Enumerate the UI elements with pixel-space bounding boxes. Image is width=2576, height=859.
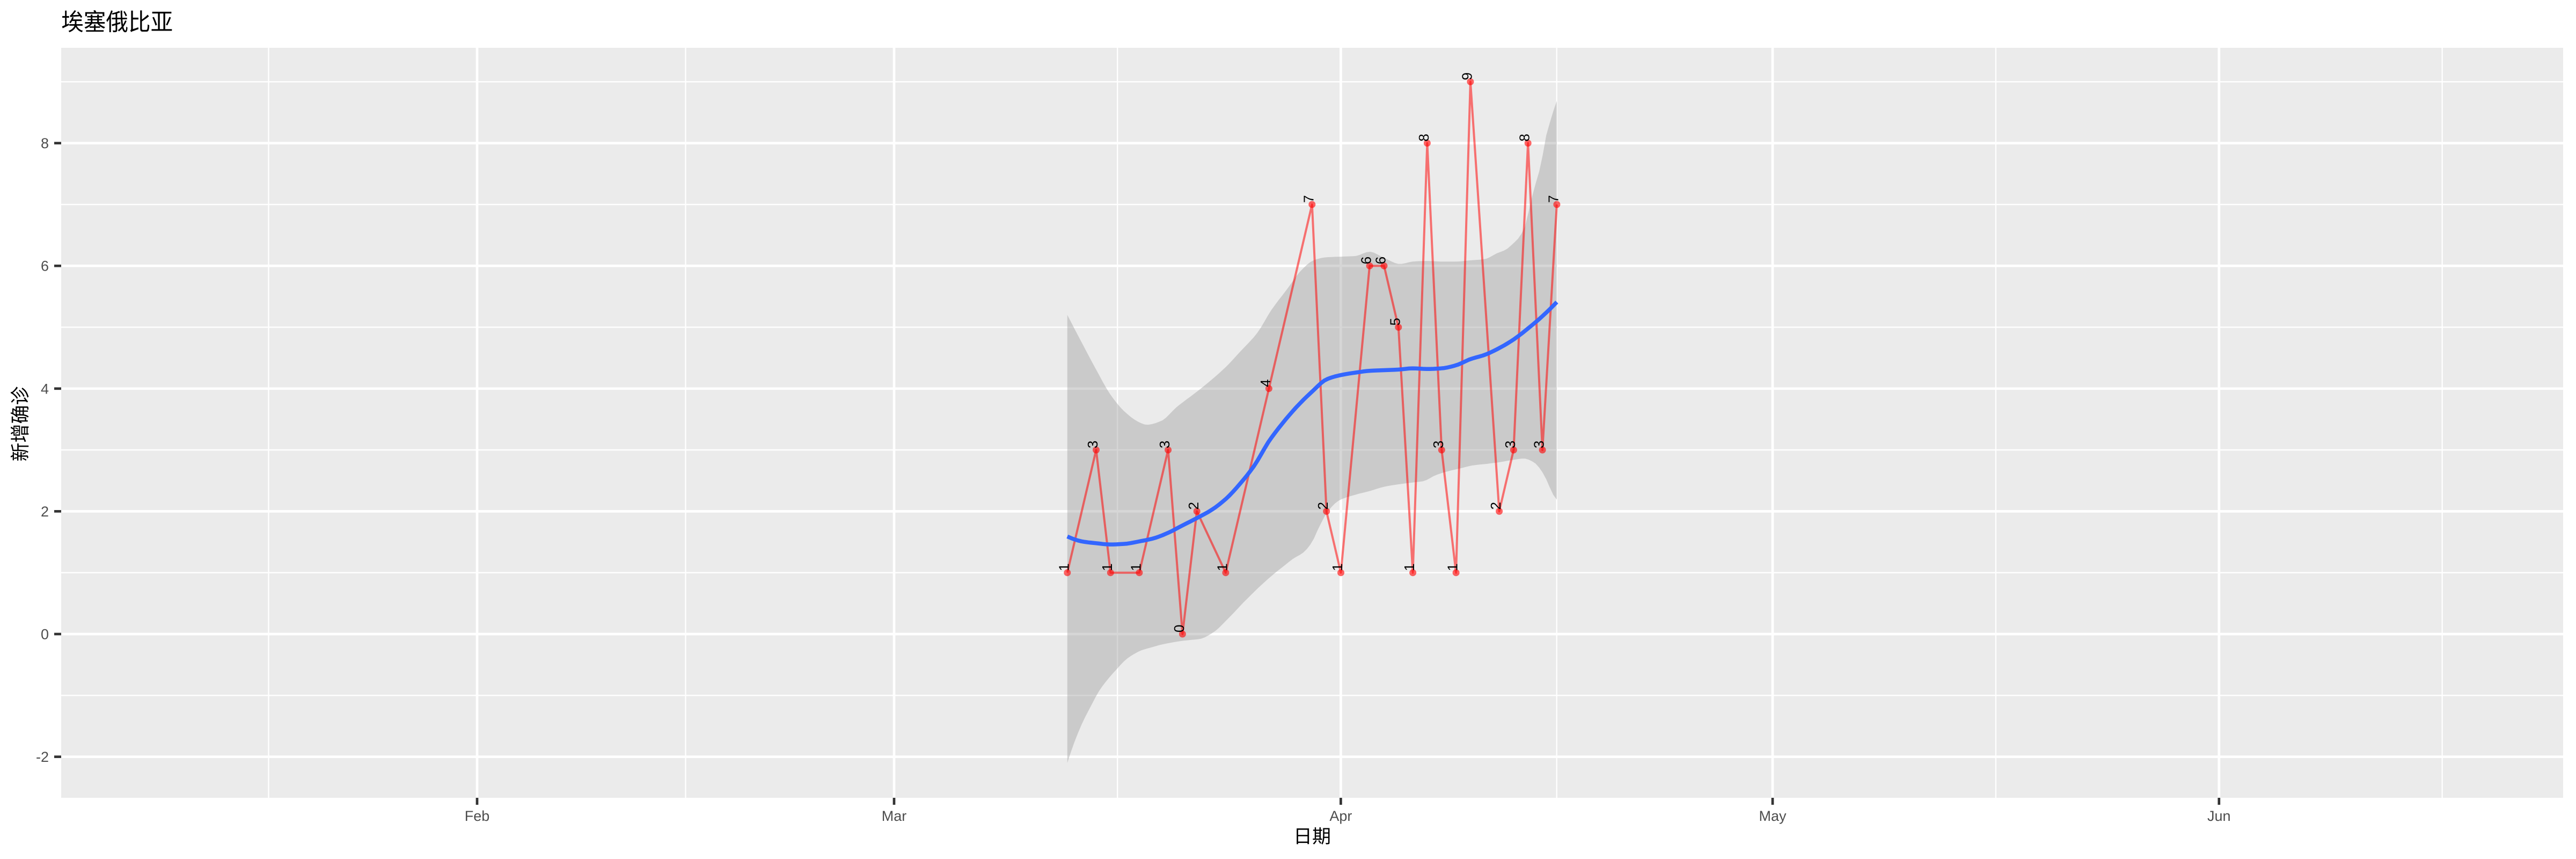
svg-text:2: 2: [1488, 502, 1504, 509]
svg-text:1: 1: [1329, 563, 1345, 571]
svg-text:1: 1: [1128, 563, 1144, 571]
svg-text:5: 5: [1387, 318, 1403, 325]
svg-text:3: 3: [1430, 441, 1446, 448]
svg-text:7: 7: [1300, 195, 1316, 202]
svg-text:2: 2: [1185, 502, 1202, 509]
svg-text:1: 1: [1056, 563, 1072, 571]
svg-text:6: 6: [41, 258, 49, 274]
svg-text:Jun: Jun: [2207, 808, 2231, 824]
svg-text:1: 1: [1214, 563, 1230, 571]
svg-text:8: 8: [41, 135, 49, 151]
svg-text:0: 0: [1171, 625, 1187, 632]
svg-text:9: 9: [1459, 72, 1475, 80]
svg-text:May: May: [1759, 808, 1787, 824]
svg-text:1: 1: [1099, 563, 1115, 571]
svg-text:3: 3: [1502, 441, 1518, 448]
svg-text:4: 4: [41, 381, 49, 397]
svg-text:Apr: Apr: [1329, 808, 1352, 824]
svg-text:0: 0: [41, 627, 49, 643]
svg-text:Mar: Mar: [882, 808, 907, 824]
svg-text:2: 2: [1315, 502, 1331, 509]
svg-text:4: 4: [1257, 379, 1274, 387]
svg-text:6: 6: [1358, 257, 1374, 264]
svg-text:2: 2: [41, 504, 49, 520]
svg-text:8: 8: [1517, 134, 1533, 141]
svg-text:1: 1: [1445, 563, 1461, 571]
svg-text:3: 3: [1157, 441, 1173, 448]
svg-text:-2: -2: [36, 749, 49, 765]
svg-text:1: 1: [1401, 563, 1417, 571]
svg-text:3: 3: [1085, 441, 1101, 448]
svg-text:Feb: Feb: [465, 808, 490, 824]
svg-text:7: 7: [1545, 195, 1561, 202]
svg-text:6: 6: [1373, 257, 1389, 264]
svg-text:8: 8: [1416, 134, 1432, 141]
svg-text:3: 3: [1531, 441, 1547, 448]
